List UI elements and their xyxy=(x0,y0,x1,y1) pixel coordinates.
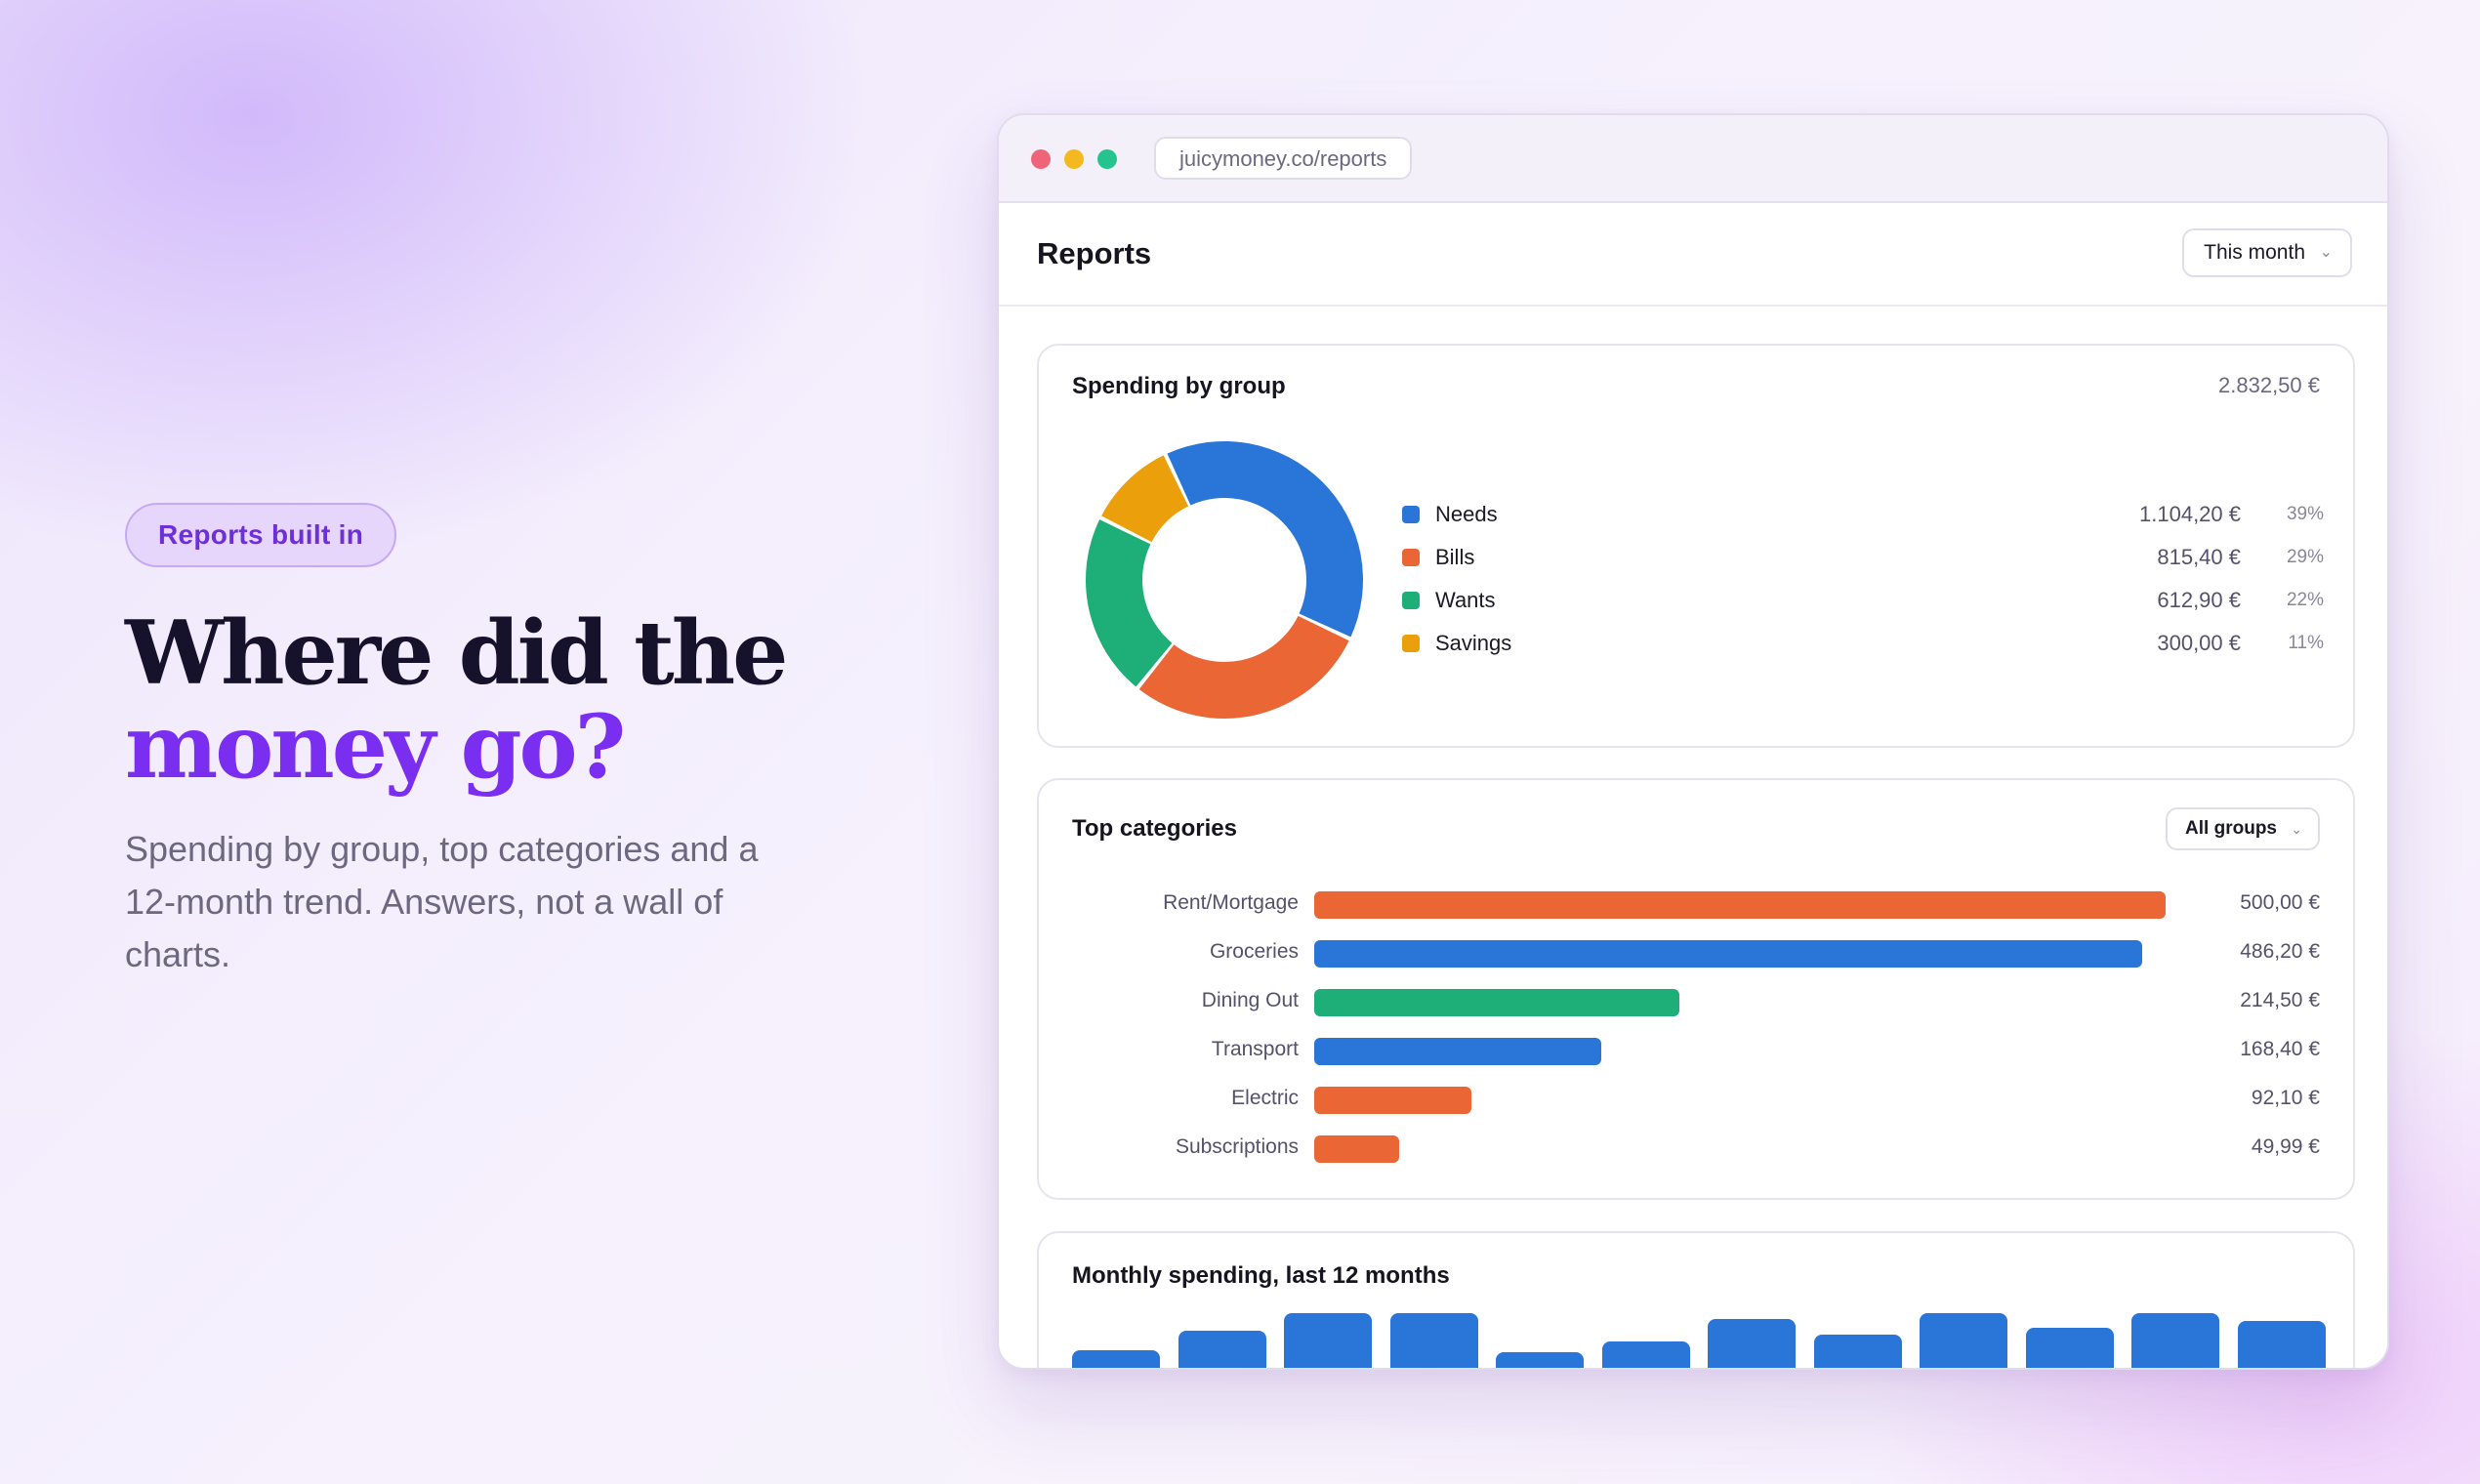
category-row[interactable]: Groceries 486,20 € xyxy=(1039,930,2353,979)
category-label: Electric xyxy=(1231,1087,1299,1109)
page-title: Reports xyxy=(1037,236,1152,270)
headline-line-1: Where did the xyxy=(125,601,788,705)
legend-swatch xyxy=(1402,506,1420,523)
legend-item-savings[interactable]: Savings 300,00 € 11% xyxy=(1402,623,2324,666)
category-label: Groceries xyxy=(1209,940,1299,963)
legend-swatch xyxy=(1402,635,1420,652)
legend-percent: 29% xyxy=(2286,547,2324,567)
app-header: Reports This month ⌄ xyxy=(999,203,2387,307)
chevron-down-icon: ⌄ xyxy=(2319,244,2333,261)
top-categories-bar-chart: Rent/Mortgage 500,00 € Groceries 486,20 € Di… xyxy=(1039,882,2353,1175)
legend-name: Wants xyxy=(1435,588,1496,612)
monthly-spending-card: Monthly spending, last 12 months xyxy=(1037,1231,2355,1368)
category-bar xyxy=(1314,891,2166,919)
period-select-value: This month xyxy=(2204,241,2305,264)
headline: Where did the money go? xyxy=(125,606,828,794)
top-categories-title: Top categories xyxy=(1072,815,1237,842)
close-dot-icon[interactable] xyxy=(1031,149,1051,169)
legend-amount: 815,40 € xyxy=(2157,545,2241,569)
legend-percent: 39% xyxy=(2286,504,2324,524)
category-amount: 500,00 € xyxy=(2240,891,2320,914)
category-bar xyxy=(1314,1135,1400,1163)
month-bar[interactable] xyxy=(1178,1330,1266,1368)
category-bar-track xyxy=(1314,1135,2166,1163)
category-bar xyxy=(1314,940,2142,968)
hero-section: Reports built in Where did the money go?… xyxy=(125,503,828,981)
legend-name: Needs xyxy=(1435,502,1498,526)
month-bar[interactable] xyxy=(1496,1352,1585,1368)
monthly-spending-title: Monthly spending, last 12 months xyxy=(1072,1262,1450,1289)
category-amount: 214,50 € xyxy=(2240,989,2320,1011)
legend-percent: 22% xyxy=(2286,590,2324,610)
browser-window: juicymoney.co/reports Reports This month… xyxy=(997,113,2389,1370)
category-row[interactable]: Dining Out 214,50 € xyxy=(1039,979,2353,1028)
category-bar xyxy=(1314,1038,1601,1065)
month-bar[interactable] xyxy=(1284,1313,1373,1368)
category-row[interactable]: Subscriptions 49,99 € xyxy=(1039,1126,2353,1175)
legend-percent: 11% xyxy=(2288,633,2324,653)
legend-item-bills[interactable]: Bills 815,40 € 29% xyxy=(1402,537,2324,580)
spending-total: 2.832,50 € xyxy=(2218,373,2320,397)
browser-titlebar: juicymoney.co/reports xyxy=(999,115,2387,203)
reports-badge: Reports built in xyxy=(125,503,397,567)
category-bar xyxy=(1314,1087,1471,1114)
donut-slice-bills[interactable] xyxy=(1138,615,1349,719)
minimize-dot-icon[interactable] xyxy=(1064,149,1084,169)
legend-amount: 1.104,20 € xyxy=(2139,502,2241,526)
category-label: Rent/Mortgage xyxy=(1163,891,1299,914)
legend-swatch xyxy=(1402,592,1420,609)
category-amount: 49,99 € xyxy=(2251,1135,2320,1158)
legend-amount: 612,90 € xyxy=(2157,588,2241,612)
category-bar-track xyxy=(1314,1038,2166,1065)
month-bar[interactable] xyxy=(1601,1341,1690,1368)
spending-by-group-card: Spending by group 2.832,50 € Needs 1.104,… xyxy=(1037,344,2355,748)
headline-line-2: money go? xyxy=(125,695,626,799)
category-label: Subscriptions xyxy=(1175,1135,1299,1158)
legend-name: Savings xyxy=(1435,631,1512,655)
legend-amount: 300,00 € xyxy=(2157,631,2241,655)
month-bar[interactable] xyxy=(2025,1328,2114,1368)
spending-legend: Needs 1.104,20 € 39% Bills 815,40 € 29% Wants 6… xyxy=(1402,494,2324,666)
month-bar[interactable] xyxy=(1920,1313,2008,1368)
category-bar-track xyxy=(1314,891,2166,919)
group-filter-select[interactable]: All groups ⌄ xyxy=(2166,807,2320,850)
donut-slice-savings[interactable] xyxy=(1101,455,1189,543)
category-row[interactable]: Transport 168,40 € xyxy=(1039,1028,2353,1077)
chevron-down-icon: ⌄ xyxy=(2291,821,2302,837)
month-bar[interactable] xyxy=(1813,1335,1902,1368)
category-label: Transport xyxy=(1211,1038,1299,1060)
category-amount: 486,20 € xyxy=(2240,940,2320,963)
category-amount: 168,40 € xyxy=(2240,1038,2320,1060)
category-label: Dining Out xyxy=(1201,989,1299,1011)
category-bar-track xyxy=(1314,1087,2166,1114)
legend-item-wants[interactable]: Wants 612,90 € 22% xyxy=(1402,580,2324,623)
donut-slice-needs[interactable] xyxy=(1167,441,1363,638)
legend-name: Bills xyxy=(1435,545,1475,569)
legend-swatch xyxy=(1402,549,1420,566)
category-bar-track xyxy=(1314,940,2166,968)
group-filter-value: All groups xyxy=(2185,818,2277,839)
month-bar[interactable] xyxy=(2131,1313,2220,1368)
donut-slice-wants[interactable] xyxy=(1086,519,1173,687)
category-row[interactable]: Electric 92,10 € xyxy=(1039,1077,2353,1126)
month-bar[interactable] xyxy=(2238,1321,2326,1368)
category-bar xyxy=(1314,989,1680,1016)
month-bar[interactable] xyxy=(1072,1350,1160,1368)
category-amount: 92,10 € xyxy=(2251,1087,2320,1109)
monthly-spending-bar-chart xyxy=(1072,1282,2326,1368)
hero-subtext: Spending by group, top categories and a … xyxy=(125,829,759,974)
period-select[interactable]: This month ⌄ xyxy=(2182,228,2352,277)
address-bar[interactable]: juicymoney.co/reports xyxy=(1154,137,1413,180)
month-bar[interactable] xyxy=(1389,1313,1478,1368)
category-bar-track xyxy=(1314,989,2166,1016)
legend-item-needs[interactable]: Needs 1.104,20 € 39% xyxy=(1402,494,2324,537)
top-categories-card: Top categories All groups ⌄ Rent/Mortgag… xyxy=(1037,778,2355,1200)
spending-by-group-title: Spending by group xyxy=(1072,373,1286,399)
spending-donut-chart xyxy=(1086,441,1363,719)
maximize-dot-icon[interactable] xyxy=(1097,149,1117,169)
month-bar[interactable] xyxy=(1708,1318,1797,1368)
category-row[interactable]: Rent/Mortgage 500,00 € xyxy=(1039,882,2353,930)
